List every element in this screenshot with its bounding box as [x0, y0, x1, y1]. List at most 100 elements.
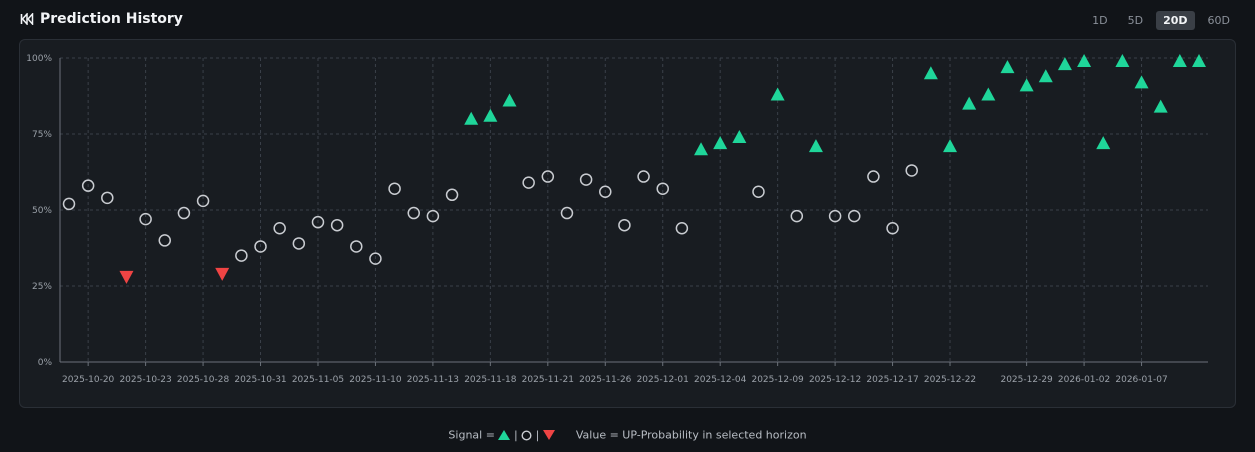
range-1d-button[interactable]: 1D — [1092, 14, 1108, 27]
x-tick-label: 2025-10-31 — [234, 375, 286, 385]
neutral-signal-marker — [848, 209, 861, 223]
x-tick-label: 2025-11-10 — [349, 375, 402, 385]
neutral-signal-marker — [579, 173, 593, 186]
neutral-signal-marker — [828, 209, 842, 223]
up-signal-marker — [502, 93, 517, 107]
up-signal-marker — [1019, 78, 1034, 92]
up-signal-marker — [1096, 136, 1111, 150]
x-tick-label: 2025-11-13 — [407, 375, 459, 385]
up-triangle-icon — [498, 430, 511, 440]
y-tick-label: 100% — [26, 54, 52, 64]
range-20d-button[interactable]: 20D — [1156, 11, 1195, 30]
up-signal-marker — [713, 136, 728, 150]
neutral-signal-marker — [675, 221, 689, 235]
neutral-signal-marker — [656, 182, 669, 195]
y-tick-label: 0% — [38, 358, 53, 368]
x-tick-label: 2025-12-22 — [924, 375, 976, 385]
neutral-signal-marker — [369, 252, 382, 265]
neutral-signal-marker — [522, 176, 535, 189]
neutral-signal-marker — [886, 221, 899, 235]
chart-panel — [19, 39, 1236, 408]
y-tick-label: 75% — [32, 130, 52, 140]
neutral-signal-marker — [541, 170, 555, 183]
neutral-signal-marker — [905, 164, 918, 177]
up-signal-marker — [464, 111, 479, 125]
x-tick-label: 2025-12-01 — [637, 375, 689, 385]
neutral-signal-marker — [790, 209, 804, 223]
up-signal-marker — [923, 66, 938, 80]
neutral-signal-marker — [599, 185, 612, 199]
up-signal-marker — [943, 139, 958, 153]
neutral-signal-marker — [350, 240, 363, 253]
x-tick-label: 2025-11-05 — [292, 375, 344, 385]
neutral-circle-icon — [521, 429, 532, 441]
neutral-signal-marker — [560, 206, 574, 220]
up-signal-marker — [1192, 54, 1206, 68]
neutral-signal-marker — [618, 218, 631, 232]
up-signal-marker — [1172, 54, 1187, 68]
neutral-signal-marker — [235, 249, 248, 262]
neutral-signal-marker — [273, 221, 286, 235]
up-signal-marker — [808, 139, 823, 153]
up-signal-marker — [1057, 57, 1072, 71]
up-signal-marker — [1077, 54, 1092, 68]
down-signal-marker — [119, 270, 134, 284]
range-selector: 1D 5D 20D 60D — [1085, 11, 1237, 30]
neutral-signal-marker — [330, 218, 344, 232]
collapse-icon[interactable] — [20, 13, 34, 25]
x-tick-label: 2026-01-02 — [1058, 375, 1110, 385]
up-signal-marker — [1000, 60, 1015, 74]
down-triangle-icon — [542, 430, 555, 440]
neutral-signal-marker — [867, 170, 880, 183]
up-signal-marker — [981, 87, 996, 101]
neutral-signal-marker — [254, 240, 267, 253]
title-text: Prediction History — [40, 11, 183, 27]
neutral-signal-marker — [196, 194, 210, 208]
axes: 0% 25% 50% 75% 100% 2025-10-20 2025-10-23 2025-… — [26, 54, 1208, 385]
up-signal-marker — [770, 87, 785, 101]
neutral-signal-marker — [752, 185, 765, 199]
y-tick-label: 50% — [32, 206, 52, 216]
neutral-signal-marker — [81, 179, 95, 192]
neutral-signal-marker — [292, 237, 306, 250]
x-tick-label: 2025-10-23 — [119, 375, 171, 385]
neutral-signal-marker — [101, 191, 114, 205]
range-60d-button[interactable]: 60D — [1207, 14, 1230, 27]
x-tick-label: 2025-11-21 — [522, 375, 574, 385]
neutral-signal-marker — [139, 212, 152, 226]
up-signal-marker — [1134, 75, 1149, 89]
x-tick-label: 2025-12-04 — [694, 375, 747, 385]
neutral-signal-marker — [177, 206, 191, 220]
up-signal-marker — [694, 142, 709, 156]
grid — [60, 57, 1208, 362]
signal-prefix: Signal = — [448, 428, 495, 442]
x-tick-label: 2025-11-18 — [464, 375, 517, 385]
legend-sep-1: | — [513, 428, 518, 442]
legend-sep-2: | — [535, 428, 540, 442]
up-signal-marker — [1153, 99, 1168, 113]
neutral-signal-marker — [407, 206, 420, 220]
up-signal-marker — [483, 108, 498, 122]
neutral-signal-marker — [158, 234, 172, 247]
up-signal-marker — [732, 130, 747, 144]
x-tick-label: 2025-12-17 — [866, 375, 918, 385]
x-tick-label: 2025-12-09 — [751, 375, 804, 385]
neutral-signal-marker — [62, 197, 76, 211]
legend-caption: Signal = | | Value = UP-Probability in s… — [0, 428, 1255, 442]
neutral-signal-marker — [426, 209, 440, 223]
x-tick-label: 2026-01-07 — [1115, 375, 1167, 385]
down-signal-marker — [215, 267, 230, 281]
neutral-signal-marker — [388, 182, 401, 195]
up-signal-marker — [962, 96, 977, 110]
neutral-signal-marker — [637, 170, 650, 183]
x-tick-label: 2025-10-20 — [62, 375, 115, 385]
neutral-signal-marker — [445, 188, 459, 202]
page-title: Prediction History — [20, 11, 183, 27]
neutral-signal-marker — [311, 215, 325, 229]
data-points — [62, 54, 1206, 284]
range-5d-button[interactable]: 5D — [1127, 14, 1144, 27]
value-description: Value = UP-Probability in selected horiz… — [575, 428, 807, 442]
x-tick-label: 2025-12-29 — [1000, 375, 1053, 385]
x-tick-label: 2025-11-26 — [579, 375, 632, 385]
